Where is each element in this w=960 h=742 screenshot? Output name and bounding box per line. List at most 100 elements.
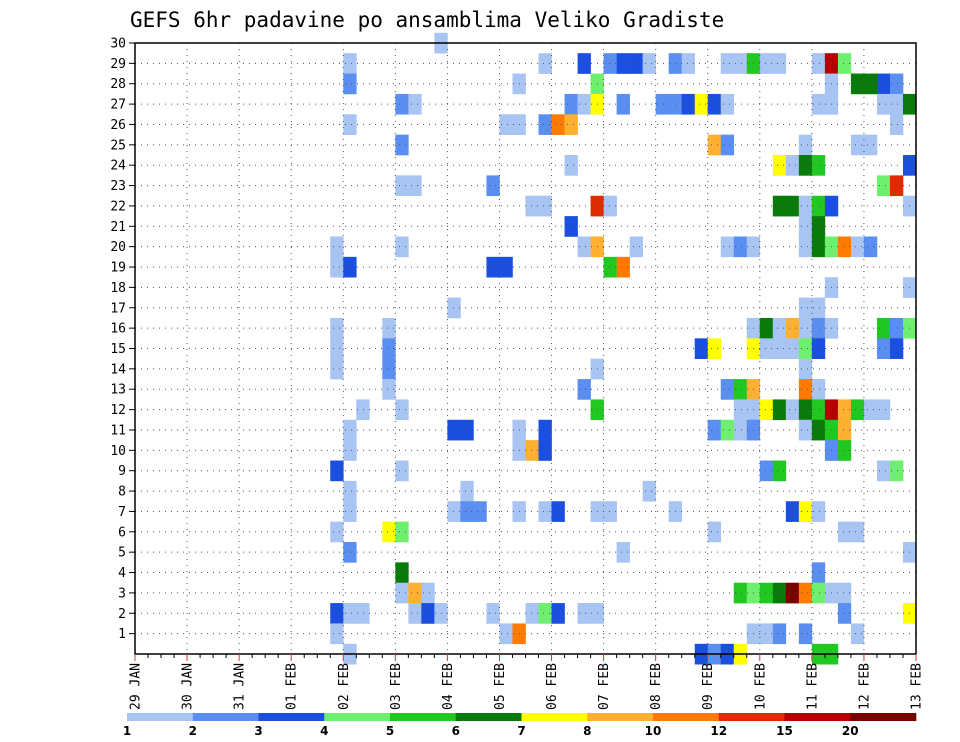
x-tick-label: 05 FEB (493, 663, 508, 710)
heatmap-cell (616, 541, 630, 563)
colorbar-label: 15 (776, 724, 793, 738)
colorbar-label: 4 (320, 724, 328, 738)
heatmap-cell (837, 521, 852, 543)
heatmap-cell (720, 93, 735, 115)
x-tick-label: 06 FEB (545, 663, 560, 710)
heatmap-cell (343, 603, 357, 624)
colorbar-label: 1 (123, 724, 131, 738)
heatmap-cell (460, 480, 474, 502)
heatmap-cell (395, 93, 409, 115)
heatmap-cell (889, 460, 904, 482)
heatmap-cell (629, 53, 643, 74)
x-tick-label: 12 FEB (857, 663, 872, 710)
x-tick-label: 04 FEB (441, 663, 456, 710)
heatmap-cell (395, 236, 409, 258)
heatmap-cell (382, 338, 396, 359)
heatmap-cell (577, 236, 591, 258)
heatmap-cell (772, 582, 787, 604)
heatmap-cell (798, 236, 813, 258)
heatmap-cell (850, 236, 865, 258)
heatmap-cell (538, 53, 552, 74)
heatmap-cell (798, 501, 813, 522)
colorbar-swatch (258, 713, 325, 721)
heatmap-cell (837, 419, 852, 441)
heatmap-cell (564, 114, 578, 135)
heatmap-cell (785, 582, 800, 604)
heatmap-cell (356, 603, 370, 624)
heatmap-cell (395, 521, 409, 543)
heatmap-cell (538, 603, 552, 624)
heatmap-cell (798, 155, 813, 176)
heatmap-cell (850, 623, 865, 645)
heatmap-cell (876, 338, 891, 359)
heatmap-cell (603, 256, 617, 278)
heatmap-cell (772, 317, 787, 339)
heatmap-cell (447, 501, 461, 522)
heatmap-cell (863, 236, 878, 258)
heatmap-cell (798, 317, 813, 339)
heatmap-cell (772, 460, 787, 482)
heatmap-cell (798, 399, 813, 421)
heatmap-cell (876, 93, 891, 115)
y-tick-label: 17 (110, 301, 126, 316)
heatmap-cell (798, 216, 813, 237)
heatmap-cell (733, 419, 748, 441)
heatmap-cell (798, 379, 813, 400)
heatmap-cell (408, 93, 422, 115)
heatmap-cell (811, 155, 826, 176)
heatmap-cell (785, 195, 800, 217)
heatmap-cell (811, 236, 826, 258)
heatmap-cell (382, 521, 396, 543)
heatmap-cell (707, 419, 722, 441)
heatmap-cell (772, 155, 787, 176)
y-tick-label: 9 (118, 464, 126, 479)
y-tick-label: 23 (110, 179, 126, 194)
heatmap-cell (811, 317, 826, 339)
heatmap-cell (759, 399, 774, 421)
heatmap-cell (408, 175, 422, 197)
heatmap-cell (382, 379, 396, 400)
heatmap-cell (785, 501, 800, 522)
heatmap-cell (889, 114, 904, 135)
heatmap-cell (616, 256, 630, 278)
colorbar-label: 8 (583, 724, 591, 738)
heatmap-cell (330, 623, 344, 645)
heatmap-cell (733, 399, 748, 421)
heatmap-cell (551, 603, 565, 624)
heatmap-cell (694, 338, 709, 359)
heatmap-cell (733, 379, 748, 400)
colorbar-label: 5 (386, 724, 394, 738)
heatmap-cell (850, 399, 865, 421)
y-tick-label: 25 (110, 138, 126, 153)
heatmap-cell (759, 53, 774, 74)
y-tick-label: 16 (110, 322, 126, 337)
heatmap-cell (798, 419, 813, 441)
heatmap-cell (538, 195, 552, 217)
heatmap-cell (876, 317, 891, 339)
x-tick-label: 02 FEB (337, 663, 352, 710)
heatmap-cell (720, 379, 735, 400)
heatmap-cell (876, 175, 891, 197)
colorbar-swatch (521, 713, 588, 721)
heatmap-cell (785, 338, 800, 359)
y-tick-label: 11 (110, 423, 126, 438)
heatmap-cell (330, 358, 344, 380)
heatmap-cell (525, 603, 539, 624)
heatmap-cell (811, 297, 826, 319)
heatmap-cell (837, 236, 852, 258)
heatmap-cell (837, 603, 852, 624)
colorbar-swatch (587, 713, 654, 721)
heatmap-cell (759, 623, 774, 645)
heatmap-cell (486, 603, 500, 624)
grid-lines (134, 42, 917, 654)
heatmap-cell (447, 297, 461, 319)
x-tick-label: 10 FEB (753, 663, 768, 710)
heatmap-cell (473, 501, 487, 522)
heatmap-cell (343, 440, 357, 461)
heatmap-cell (603, 53, 617, 74)
x-tick-label: 03 FEB (389, 663, 404, 710)
y-tick-label: 2 (118, 607, 126, 622)
heatmap-cell (707, 93, 722, 115)
heatmap-cell (811, 399, 826, 421)
heatmap-cell (798, 338, 813, 359)
